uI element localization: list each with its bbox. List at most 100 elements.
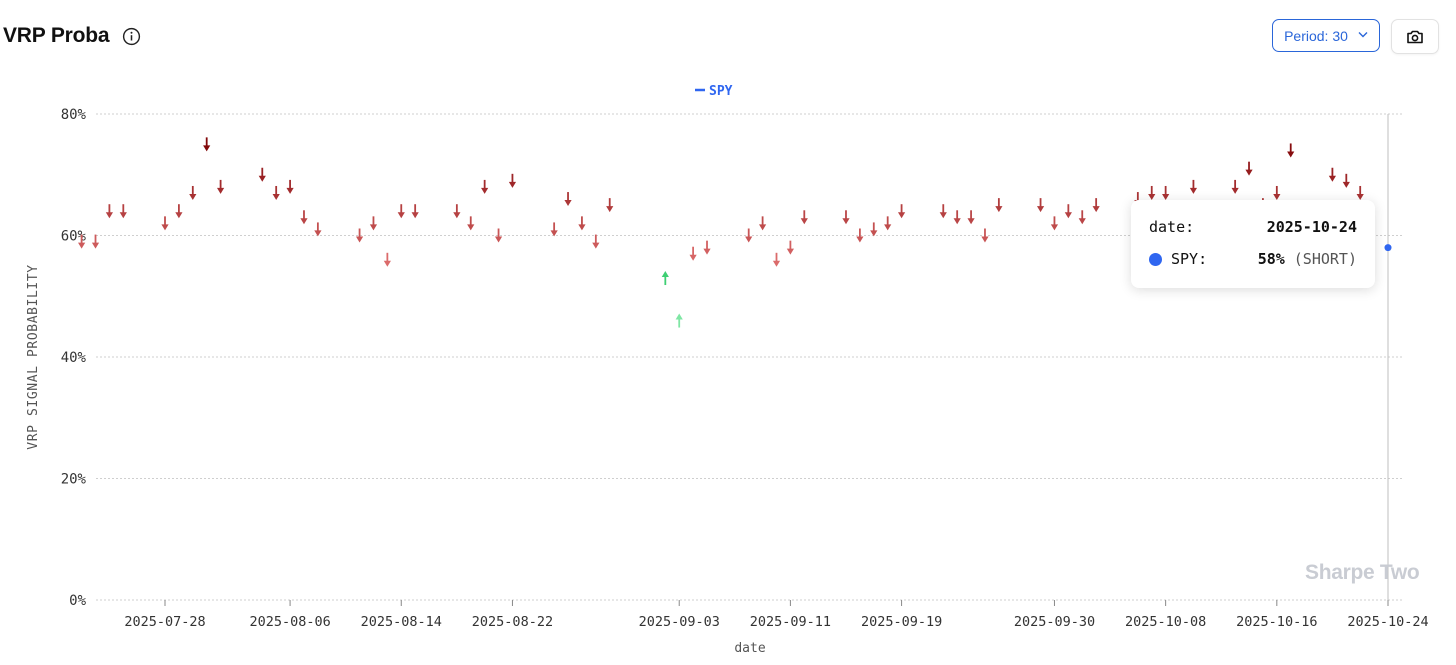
signal-marker[interactable] (1162, 185, 1170, 200)
signal-marker[interactable] (411, 204, 419, 219)
camera-icon (1407, 30, 1423, 43)
signal-marker[interactable] (467, 216, 475, 231)
signal-marker[interactable] (1231, 179, 1239, 194)
signal-marker[interactable] (953, 210, 961, 225)
signal-marker[interactable] (508, 173, 517, 188)
signal-marker[interactable] (578, 216, 586, 231)
signal-marker[interactable] (369, 216, 378, 231)
watermark: Sharpe Two (1305, 561, 1420, 584)
signal-marker[interactable] (1148, 185, 1156, 200)
x-tick-label: 2025-08-06 (249, 614, 330, 630)
signal-marker[interactable] (453, 204, 461, 219)
signal-marker[interactable] (995, 198, 1003, 213)
signal-marker[interactable] (1342, 173, 1350, 188)
signal-marker[interactable] (856, 228, 864, 243)
signal-marker[interactable] (203, 137, 211, 152)
signal-marker[interactable] (745, 228, 753, 243)
y-tick-label: 60% (61, 229, 87, 245)
signal-marker[interactable] (1050, 216, 1059, 231)
tooltip-date-label: date: (1149, 218, 1195, 236)
signal-marker[interactable] (1092, 198, 1100, 213)
signal-marker[interactable] (355, 228, 364, 243)
x-tick-label: 2025-08-14 (361, 614, 442, 630)
hover-point (1384, 244, 1392, 252)
x-tick-label: 2025-10-08 (1125, 614, 1206, 630)
signal-marker[interactable] (772, 252, 781, 267)
x-tick-label: 2025-09-03 (639, 614, 720, 630)
signal-marker[interactable] (494, 228, 503, 243)
tooltip-series-label: SPY: (1171, 250, 1208, 268)
signal-marker[interactable] (105, 204, 114, 219)
signal-marker[interactable] (78, 234, 86, 249)
signal-marker[interactable] (550, 222, 558, 237)
signal-marker[interactable] (842, 210, 850, 225)
signal-marker[interactable] (300, 210, 308, 225)
signal-marker[interactable] (258, 167, 266, 182)
signal-marker[interactable] (314, 222, 322, 237)
signal-marker[interactable] (661, 271, 669, 286)
signal-marker[interactable] (592, 234, 600, 249)
signal-marker[interactable] (981, 228, 989, 243)
info-circle-icon[interactable] (122, 27, 141, 46)
y-tick-label: 20% (61, 472, 87, 488)
x-tick-label: 2025-09-19 (861, 614, 942, 630)
signal-marker[interactable] (1036, 198, 1045, 213)
tooltip: date: 2025-10-24 SPY: 58% (SHORT) (1131, 200, 1375, 288)
signal-marker[interactable] (119, 204, 127, 219)
signal-marker[interactable] (175, 204, 183, 219)
signal-marker[interactable] (786, 240, 794, 255)
y-tick-label: 0% (69, 593, 86, 609)
signal-marker[interactable] (897, 204, 906, 219)
x-axis-label: date (734, 641, 765, 656)
chevron-down-icon (1358, 30, 1368, 41)
legend[interactable]: SPY (695, 84, 733, 99)
tooltip-series-dot (1149, 252, 1162, 266)
signal-marker[interactable] (1273, 185, 1281, 200)
x-tick-label: 2025-09-30 (1014, 614, 1095, 630)
y-tick-label: 40% (61, 350, 87, 366)
signal-marker[interactable] (564, 192, 572, 207)
y-axis-label: VRP SIGNAL PROBABILITY (26, 264, 41, 449)
signal-marker[interactable] (1189, 179, 1198, 194)
x-tick-label: 2025-07-28 (124, 614, 205, 630)
signal-marker[interactable] (272, 185, 280, 200)
tooltip-signal: (SHORT) (1293, 250, 1357, 268)
x-tick-label: 2025-09-11 (750, 614, 831, 630)
tooltip-value: 58% (1257, 250, 1285, 268)
signal-marker[interactable] (1356, 185, 1364, 200)
signal-marker[interactable] (1064, 204, 1072, 219)
signal-marker[interactable] (884, 216, 892, 231)
signal-marker[interactable] (703, 240, 711, 255)
x-tick-label: 2025-10-16 (1236, 614, 1317, 630)
signal-marker[interactable] (606, 198, 614, 213)
signal-marker[interactable] (1078, 210, 1086, 225)
signal-marker[interactable] (939, 204, 947, 219)
signal-marker[interactable] (870, 222, 878, 237)
signal-marker[interactable] (91, 234, 100, 249)
signal-marker[interactable] (397, 204, 405, 219)
signal-marker[interactable] (689, 246, 697, 261)
page-title: VRP Proba (3, 24, 110, 47)
signal-marker[interactable] (800, 210, 808, 225)
tooltip-date-value: 2025-10-24 (1266, 218, 1357, 236)
signal-marker[interactable] (759, 216, 767, 231)
signal-marker[interactable] (216, 179, 225, 194)
y-tick-label: 80% (61, 107, 87, 123)
legend-entry-spy[interactable]: SPY (709, 84, 733, 99)
signal-marker[interactable] (967, 210, 975, 225)
signal-marker[interactable] (1287, 143, 1295, 158)
signal-marker[interactable] (189, 185, 197, 200)
x-tick-label: 2025-08-22 (472, 614, 553, 630)
x-tick-label: 2025-10-24 (1347, 614, 1428, 630)
signal-marker[interactable] (675, 313, 683, 328)
period-label: Period: 30 (1284, 27, 1348, 44)
signal-marker[interactable] (161, 216, 169, 231)
signal-marker[interactable] (1245, 161, 1253, 176)
screenshot-button[interactable] (1391, 19, 1439, 54)
signal-marker[interactable] (383, 252, 391, 267)
signal-marker[interactable] (1328, 167, 1337, 182)
signal-marker[interactable] (481, 179, 489, 194)
signal-marker[interactable] (286, 179, 294, 194)
period-select-button[interactable]: Period: 30 (1272, 19, 1380, 52)
